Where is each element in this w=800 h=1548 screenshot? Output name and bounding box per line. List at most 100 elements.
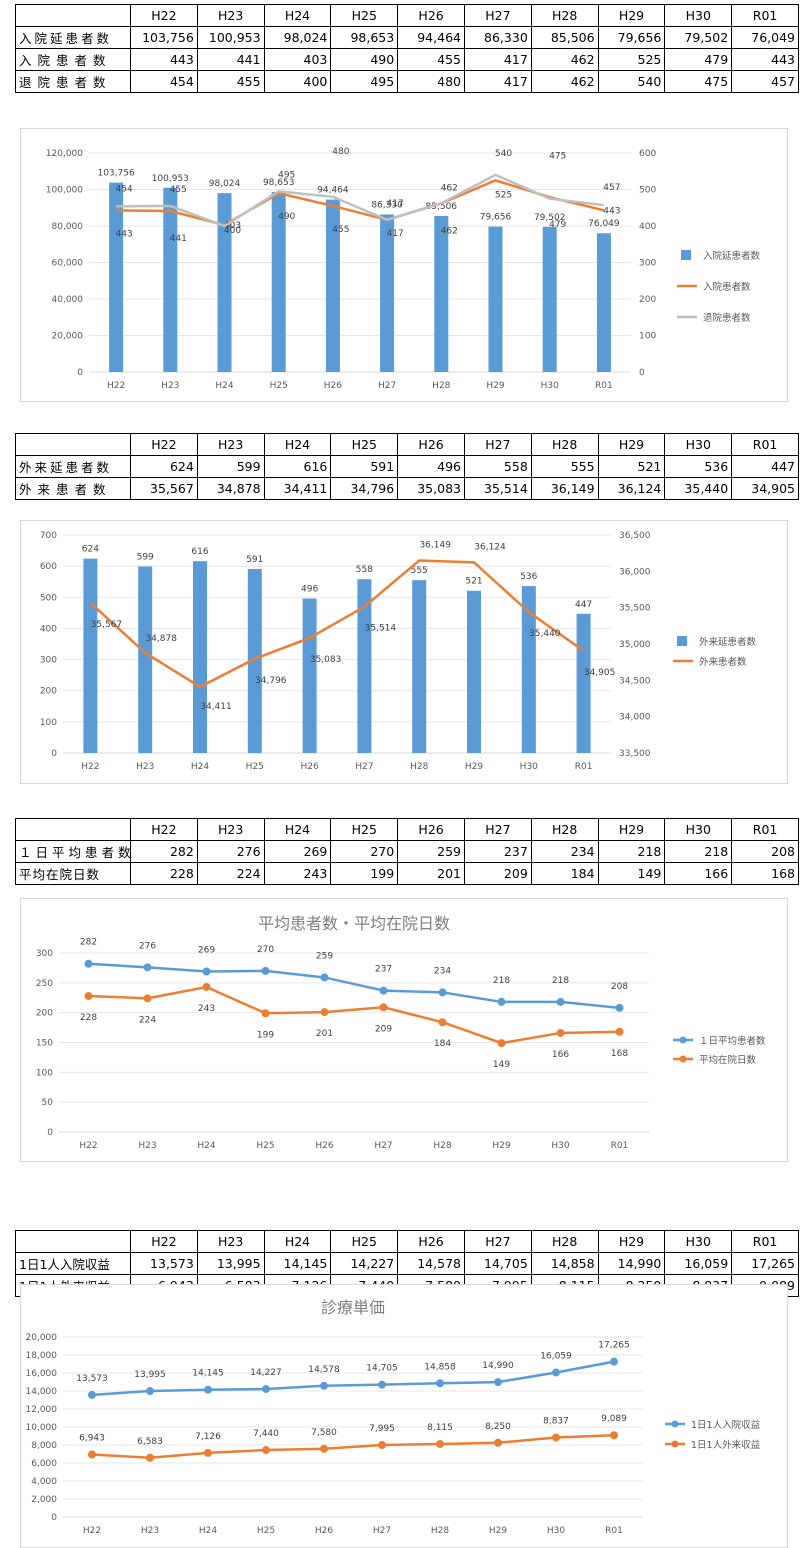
table-cell: 624 bbox=[130, 455, 198, 478]
table-cell: 455 bbox=[397, 48, 465, 71]
data-label: 9,089 bbox=[601, 1414, 627, 1424]
x-tick-label: H30 bbox=[547, 1526, 565, 1536]
column-header: H27 bbox=[463, 1230, 532, 1253]
data-point bbox=[378, 1380, 386, 1389]
data-label: 282 bbox=[80, 938, 97, 948]
column-header: H24 bbox=[263, 1230, 332, 1253]
data-label: 475 bbox=[549, 152, 566, 162]
data-point bbox=[202, 967, 211, 976]
data-point bbox=[204, 1385, 212, 1394]
table-cell: 457 bbox=[731, 70, 799, 93]
y-tick-label: 4,000 bbox=[31, 1477, 57, 1487]
table-cell: 36,149 bbox=[530, 477, 599, 500]
column-header: H26 bbox=[397, 433, 465, 456]
table-row: 1日1人入院収益 13,573 13,995 14,145 14,227 14,578 14… bbox=[15, 1252, 799, 1275]
data-label: 6,583 bbox=[137, 1437, 163, 1447]
table-cell: 462 bbox=[530, 48, 599, 71]
data-label: 86,330 bbox=[371, 200, 403, 210]
table-cell: 443 bbox=[731, 48, 799, 71]
data-label: 103,756 bbox=[97, 169, 134, 179]
x-tick-label: H23 bbox=[138, 1141, 156, 1151]
column-header: H26 bbox=[397, 818, 465, 841]
legend-label: 1日1人入院収益 bbox=[691, 1419, 761, 1431]
data-label: 243 bbox=[198, 1004, 215, 1014]
data-point bbox=[378, 1441, 386, 1450]
data-label: 166 bbox=[552, 1050, 569, 1060]
column-header: H29 bbox=[597, 1230, 666, 1253]
y-tick-label: 18,000 bbox=[26, 1351, 58, 1361]
data-point bbox=[436, 1379, 444, 1388]
x-tick-label: H27 bbox=[355, 762, 373, 772]
x-tick-label: H27 bbox=[378, 381, 396, 391]
row-label: 平均在院日数 bbox=[15, 862, 131, 885]
data-label: 17,265 bbox=[598, 1341, 630, 1351]
table-cell: 35,440 bbox=[664, 477, 733, 500]
average-table: H22 H23 H24 H25 H26 H27 H28 H29 H30 R01 １日平均患者数 282… bbox=[15, 818, 799, 885]
y-tick-label: 300 bbox=[40, 656, 57, 666]
data-point bbox=[204, 1448, 212, 1457]
x-tick-label: H30 bbox=[520, 762, 538, 772]
column-header: H27 bbox=[463, 433, 532, 456]
average-chart-svg: 平均患者数・平均在院日数 0 50 100 150 200 250 300 H22 H23 H24 H… bbox=[36, 914, 766, 1151]
bar bbox=[138, 566, 153, 753]
legend-label: 1日1人外来収益 bbox=[691, 1439, 761, 1451]
data-label: 521 bbox=[465, 577, 482, 587]
x-tick-label: H29 bbox=[489, 1526, 507, 1536]
x-tick-label: H26 bbox=[315, 1526, 333, 1536]
table-cell: 35,083 bbox=[397, 477, 465, 500]
data-label: 35,083 bbox=[310, 655, 342, 665]
column-header: H30 bbox=[664, 4, 733, 27]
data-label: 14,990 bbox=[482, 1361, 514, 1371]
table-header-row: H22 H23 H24 H25 H26 H27 H28 H29 H30 R01 bbox=[15, 4, 799, 27]
table-cell: 490 bbox=[330, 48, 399, 71]
bar bbox=[412, 580, 427, 753]
data-label: 555 bbox=[411, 566, 428, 576]
column-header: H22 bbox=[130, 4, 198, 27]
x-tick-label: H25 bbox=[246, 762, 264, 772]
y-tick-label: 120,000 bbox=[46, 149, 83, 159]
data-label: 218 bbox=[552, 976, 569, 986]
row-label: 入院延患者数 bbox=[15, 26, 131, 49]
data-label: 224 bbox=[139, 1015, 156, 1025]
table-cell: 16,059 bbox=[664, 1252, 733, 1275]
y-tick-label: 600 bbox=[40, 562, 57, 572]
x-tick-label: H25 bbox=[270, 381, 288, 391]
column-header: H29 bbox=[597, 818, 666, 841]
data-point bbox=[84, 959, 93, 968]
data-point bbox=[494, 1378, 502, 1387]
data-point bbox=[379, 986, 388, 995]
table-cell: 199 bbox=[330, 862, 399, 885]
y-tick-label: 0 bbox=[51, 749, 57, 759]
y-tick-label: 20,000 bbox=[26, 1333, 58, 1343]
column-header: R01 bbox=[731, 4, 799, 27]
x-tick-label: H23 bbox=[161, 381, 179, 391]
row-label: 1日1人入院収益 bbox=[15, 1252, 131, 1275]
data-label: 7,580 bbox=[311, 1428, 337, 1438]
data-label: 79,656 bbox=[480, 213, 512, 223]
table-row: 退院患者数 454 455 400 495 480 417 462 540 475 457 bbox=[15, 70, 799, 93]
y2-tick-label: 300 bbox=[639, 259, 656, 269]
x-tick-label: H22 bbox=[81, 762, 99, 772]
table-cell: 201 bbox=[397, 862, 465, 885]
inpatient-table: H22 H23 H24 H25 H26 H27 H28 H29 H30 R01 入院延患者数 103,… bbox=[15, 4, 799, 93]
table-row: 外来患者数 35,567 34,878 34,411 34,796 35,083 35,51… bbox=[15, 477, 799, 500]
data-label: 36,124 bbox=[474, 542, 506, 552]
table-cell: 237 bbox=[463, 840, 532, 863]
legend-label: 退院患者数 bbox=[703, 312, 751, 324]
column-header: H26 bbox=[397, 1230, 465, 1253]
x-tick-label: H26 bbox=[324, 381, 342, 391]
column-header: H25 bbox=[330, 4, 399, 27]
y-tick-label: 500 bbox=[40, 593, 57, 603]
data-label: 8,250 bbox=[485, 1422, 511, 1432]
column-header: H26 bbox=[397, 4, 465, 27]
data-label: 441 bbox=[170, 234, 187, 244]
table-cell: 17,265 bbox=[731, 1252, 799, 1275]
table-cell: 521 bbox=[597, 455, 666, 478]
outpatient-chart: 0 100 200 300 400 500 600 700 33,500 34,000 34,500… bbox=[20, 520, 788, 784]
row-label: 入院患者数 bbox=[15, 48, 131, 71]
data-label: 591 bbox=[246, 555, 263, 565]
table-cell: 234 bbox=[530, 840, 599, 863]
table-corner-cell bbox=[15, 818, 131, 841]
data-label: 16,059 bbox=[540, 1351, 572, 1361]
table-cell: 616 bbox=[263, 455, 332, 478]
